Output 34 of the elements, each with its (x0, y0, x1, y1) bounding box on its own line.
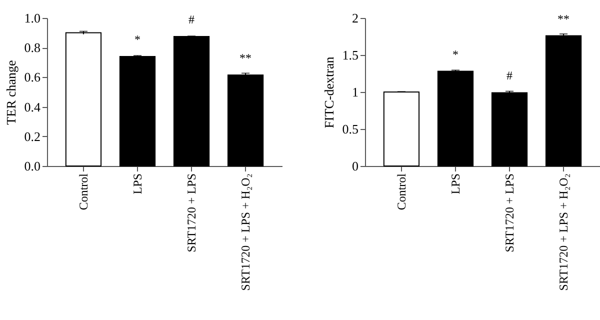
annotation: ** (240, 50, 252, 65)
y-tick-label: 1 (352, 84, 358, 100)
x-tick-label: SRT1720 + LPS (502, 174, 517, 252)
y-tick-label: 1.0 (24, 10, 40, 26)
x-tick-label: SRT1720 + LPS + H₂O₂ (238, 174, 253, 291)
y-tick-label: 0.2 (24, 128, 40, 144)
annotation: # (188, 12, 195, 26)
y-axis-title: FITC-dextran (321, 56, 336, 128)
y-tick-label: 0.4 (24, 99, 41, 114)
x-tick-label: LPS (448, 174, 462, 194)
bar (173, 36, 210, 166)
x-tick-label: SRT1720 + LPS + H₂O₂ (556, 174, 571, 291)
x-tick-label: Control (394, 172, 408, 210)
x-tick-label: LPS (130, 174, 144, 194)
y-tick-label: 0 (352, 158, 358, 174)
y-tick-label: 1.5 (342, 48, 358, 62)
annotation: ** (558, 12, 570, 26)
bar (437, 70, 474, 166)
x-tick-label: Control (76, 172, 90, 210)
x-tick-label: SRT1720 + LPS (184, 174, 199, 252)
y-tick-label: 2 (352, 10, 358, 26)
y-axis-title: TER change (3, 60, 18, 125)
y-tick-label: 0.6 (24, 70, 41, 85)
bar (491, 92, 528, 166)
y-tick-label: 0.8 (24, 40, 40, 56)
bar (119, 56, 156, 166)
bar (227, 74, 264, 166)
annotation: * (452, 47, 458, 62)
y-tick-label: 0.0 (24, 158, 40, 174)
y-tick-label: 0.5 (342, 122, 358, 136)
bar (65, 32, 102, 166)
annotation: * (134, 32, 140, 46)
bar (383, 92, 420, 166)
annotation: # (506, 68, 513, 83)
